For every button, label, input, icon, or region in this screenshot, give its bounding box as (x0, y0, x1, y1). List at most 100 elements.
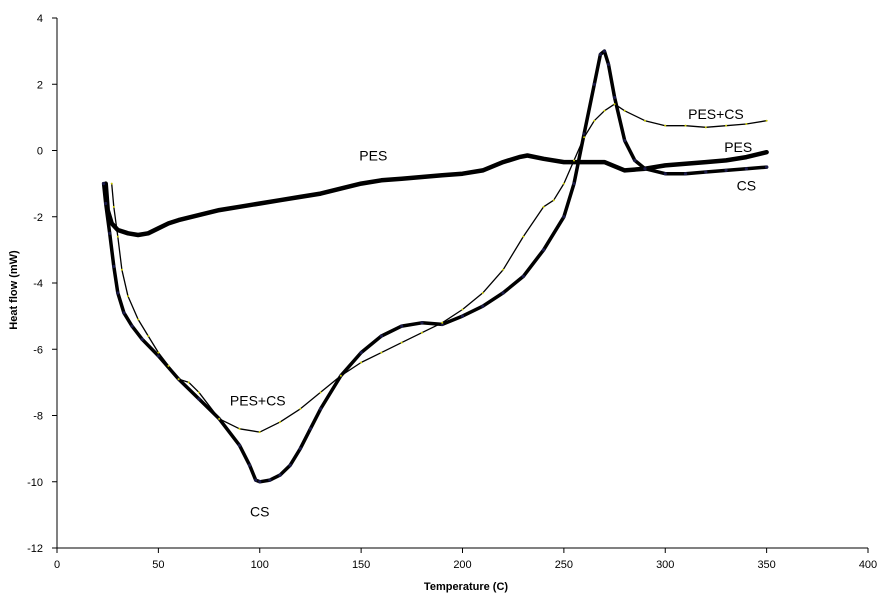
data-point (612, 95, 617, 100)
data-point (704, 126, 707, 129)
data-point (319, 391, 322, 394)
x-tick-label: 300 (656, 559, 674, 571)
data-point (542, 205, 545, 208)
plot-lines (101, 49, 769, 484)
data-point (268, 478, 272, 482)
data-point (602, 49, 607, 53)
y-tick-label: -10 (27, 477, 43, 489)
data-point (112, 264, 116, 269)
data-point (359, 350, 363, 355)
data-point (562, 215, 566, 219)
data-point (598, 52, 602, 57)
data-point (562, 182, 565, 185)
data-point (126, 295, 129, 298)
data-point (258, 480, 262, 484)
x-tick-label: 50 (152, 559, 164, 571)
data-point (258, 431, 261, 434)
data-point (140, 337, 144, 341)
data-point (765, 165, 769, 169)
x-tick-label: 150 (352, 559, 370, 571)
data-point (112, 205, 115, 208)
x-tick-label: 0 (54, 559, 60, 571)
series-labels: PES PES+CS PES CS PES+CS CS (230, 106, 756, 520)
data-point (197, 391, 200, 394)
series-label: CS (250, 504, 269, 520)
data-point (400, 341, 403, 344)
x-tick-label: 350 (757, 559, 775, 571)
y-tick-label: 0 (37, 146, 43, 158)
x-tick-label: 100 (251, 559, 269, 571)
x-axis-title: Temperature (C) (424, 581, 508, 593)
data-point (298, 447, 302, 451)
data-point (116, 291, 120, 295)
data-point (187, 381, 190, 384)
data-point (420, 331, 423, 334)
data-point (380, 351, 383, 354)
data-point (254, 478, 258, 482)
data-point (218, 417, 221, 420)
x-tick-label: 250 (555, 559, 573, 571)
data-point (704, 170, 708, 174)
data-point (583, 136, 586, 139)
data-point (441, 321, 444, 324)
data-point (400, 324, 404, 328)
y-tick-label: 4 (37, 13, 43, 25)
data-point (481, 291, 484, 294)
data-point (278, 473, 282, 477)
y-tick-label: -8 (33, 411, 43, 423)
series-line-cs (101, 49, 769, 484)
y-axis-title: Heat flow (mW) (8, 250, 20, 330)
data-point (288, 463, 292, 467)
data-point (104, 201, 108, 206)
data-point (156, 354, 160, 358)
y-tick-label: -2 (33, 212, 43, 224)
data-point (157, 351, 160, 354)
data-point (248, 463, 252, 467)
data-point (552, 199, 555, 202)
x-tick-label: 400 (859, 559, 877, 571)
data-point (724, 168, 728, 172)
data-point (108, 231, 112, 235)
data-point (623, 138, 627, 143)
data-point (308, 427, 313, 431)
data-point (643, 119, 646, 122)
data-point (592, 82, 596, 86)
y-tick-label: -4 (33, 278, 43, 290)
y-tick-label: 2 (37, 79, 43, 91)
data-point (318, 407, 323, 411)
series-line-pes-cs (111, 103, 768, 433)
data-point (238, 427, 241, 430)
series-label: PES+CS (230, 393, 286, 409)
data-point (420, 321, 424, 325)
data-point (765, 119, 768, 122)
data-point (147, 335, 150, 337)
data-point (683, 172, 688, 176)
data-point (613, 103, 616, 106)
data-point (502, 268, 505, 271)
y-tick-label: -6 (33, 344, 43, 356)
data-point (643, 167, 647, 171)
x-tick-label: 200 (453, 559, 471, 571)
data-point (122, 311, 126, 315)
series-label: PES (359, 147, 387, 163)
series-label: PES (724, 139, 752, 155)
data-point (137, 318, 140, 321)
series-line-pes (103, 149, 769, 238)
data-point (603, 109, 606, 112)
data-point (481, 304, 485, 308)
data-point (725, 124, 728, 127)
data-point (279, 421, 282, 424)
data-point (299, 407, 302, 410)
data-point (542, 248, 546, 252)
y-tick-label: -12 (27, 543, 43, 555)
data-point (461, 308, 464, 311)
data-point (379, 334, 383, 338)
data-point (573, 159, 576, 162)
data-point (177, 378, 180, 381)
data-point (102, 182, 106, 186)
data-point (237, 443, 242, 447)
data-point (339, 374, 342, 377)
series-label: CS (737, 177, 756, 193)
data-point (460, 314, 465, 318)
